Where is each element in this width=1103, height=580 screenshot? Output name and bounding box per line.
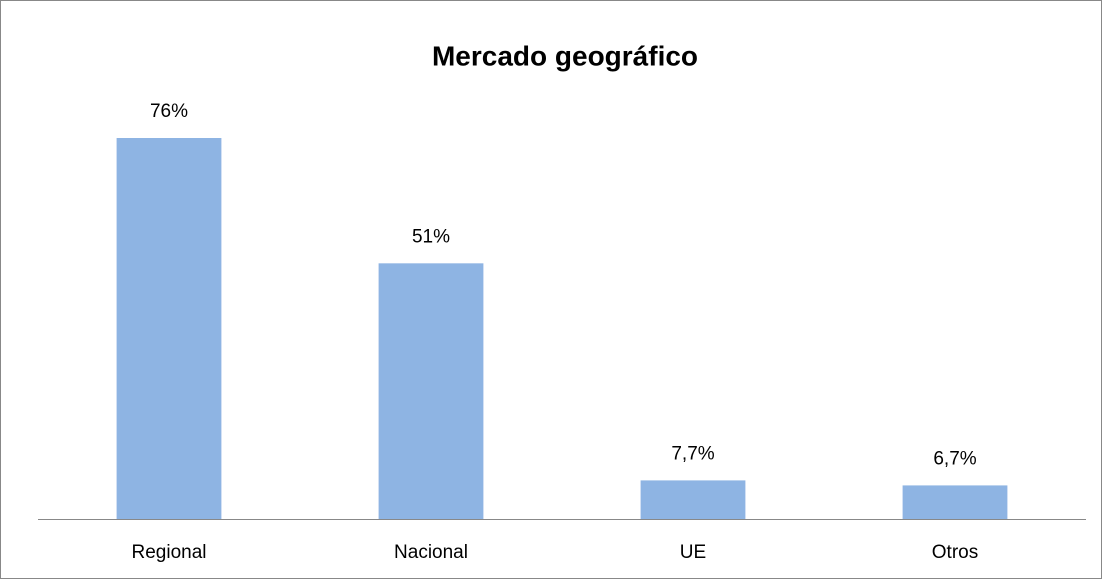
bar	[378, 263, 484, 519]
x-tick-label: UE	[680, 542, 706, 563]
data-label: 51%	[412, 226, 450, 247]
data-label: 7,7%	[671, 443, 714, 464]
chart-title: Mercado geográfico	[432, 40, 698, 71]
data-label: 6,7%	[933, 448, 976, 469]
bar	[902, 485, 1008, 519]
x-tick-label: Nacional	[394, 542, 468, 563]
bar	[116, 138, 222, 519]
bar	[640, 480, 746, 519]
x-tick-label: Regional	[132, 542, 207, 563]
data-label: 76%	[150, 101, 188, 122]
x-tick-label: Otros	[932, 542, 978, 563]
